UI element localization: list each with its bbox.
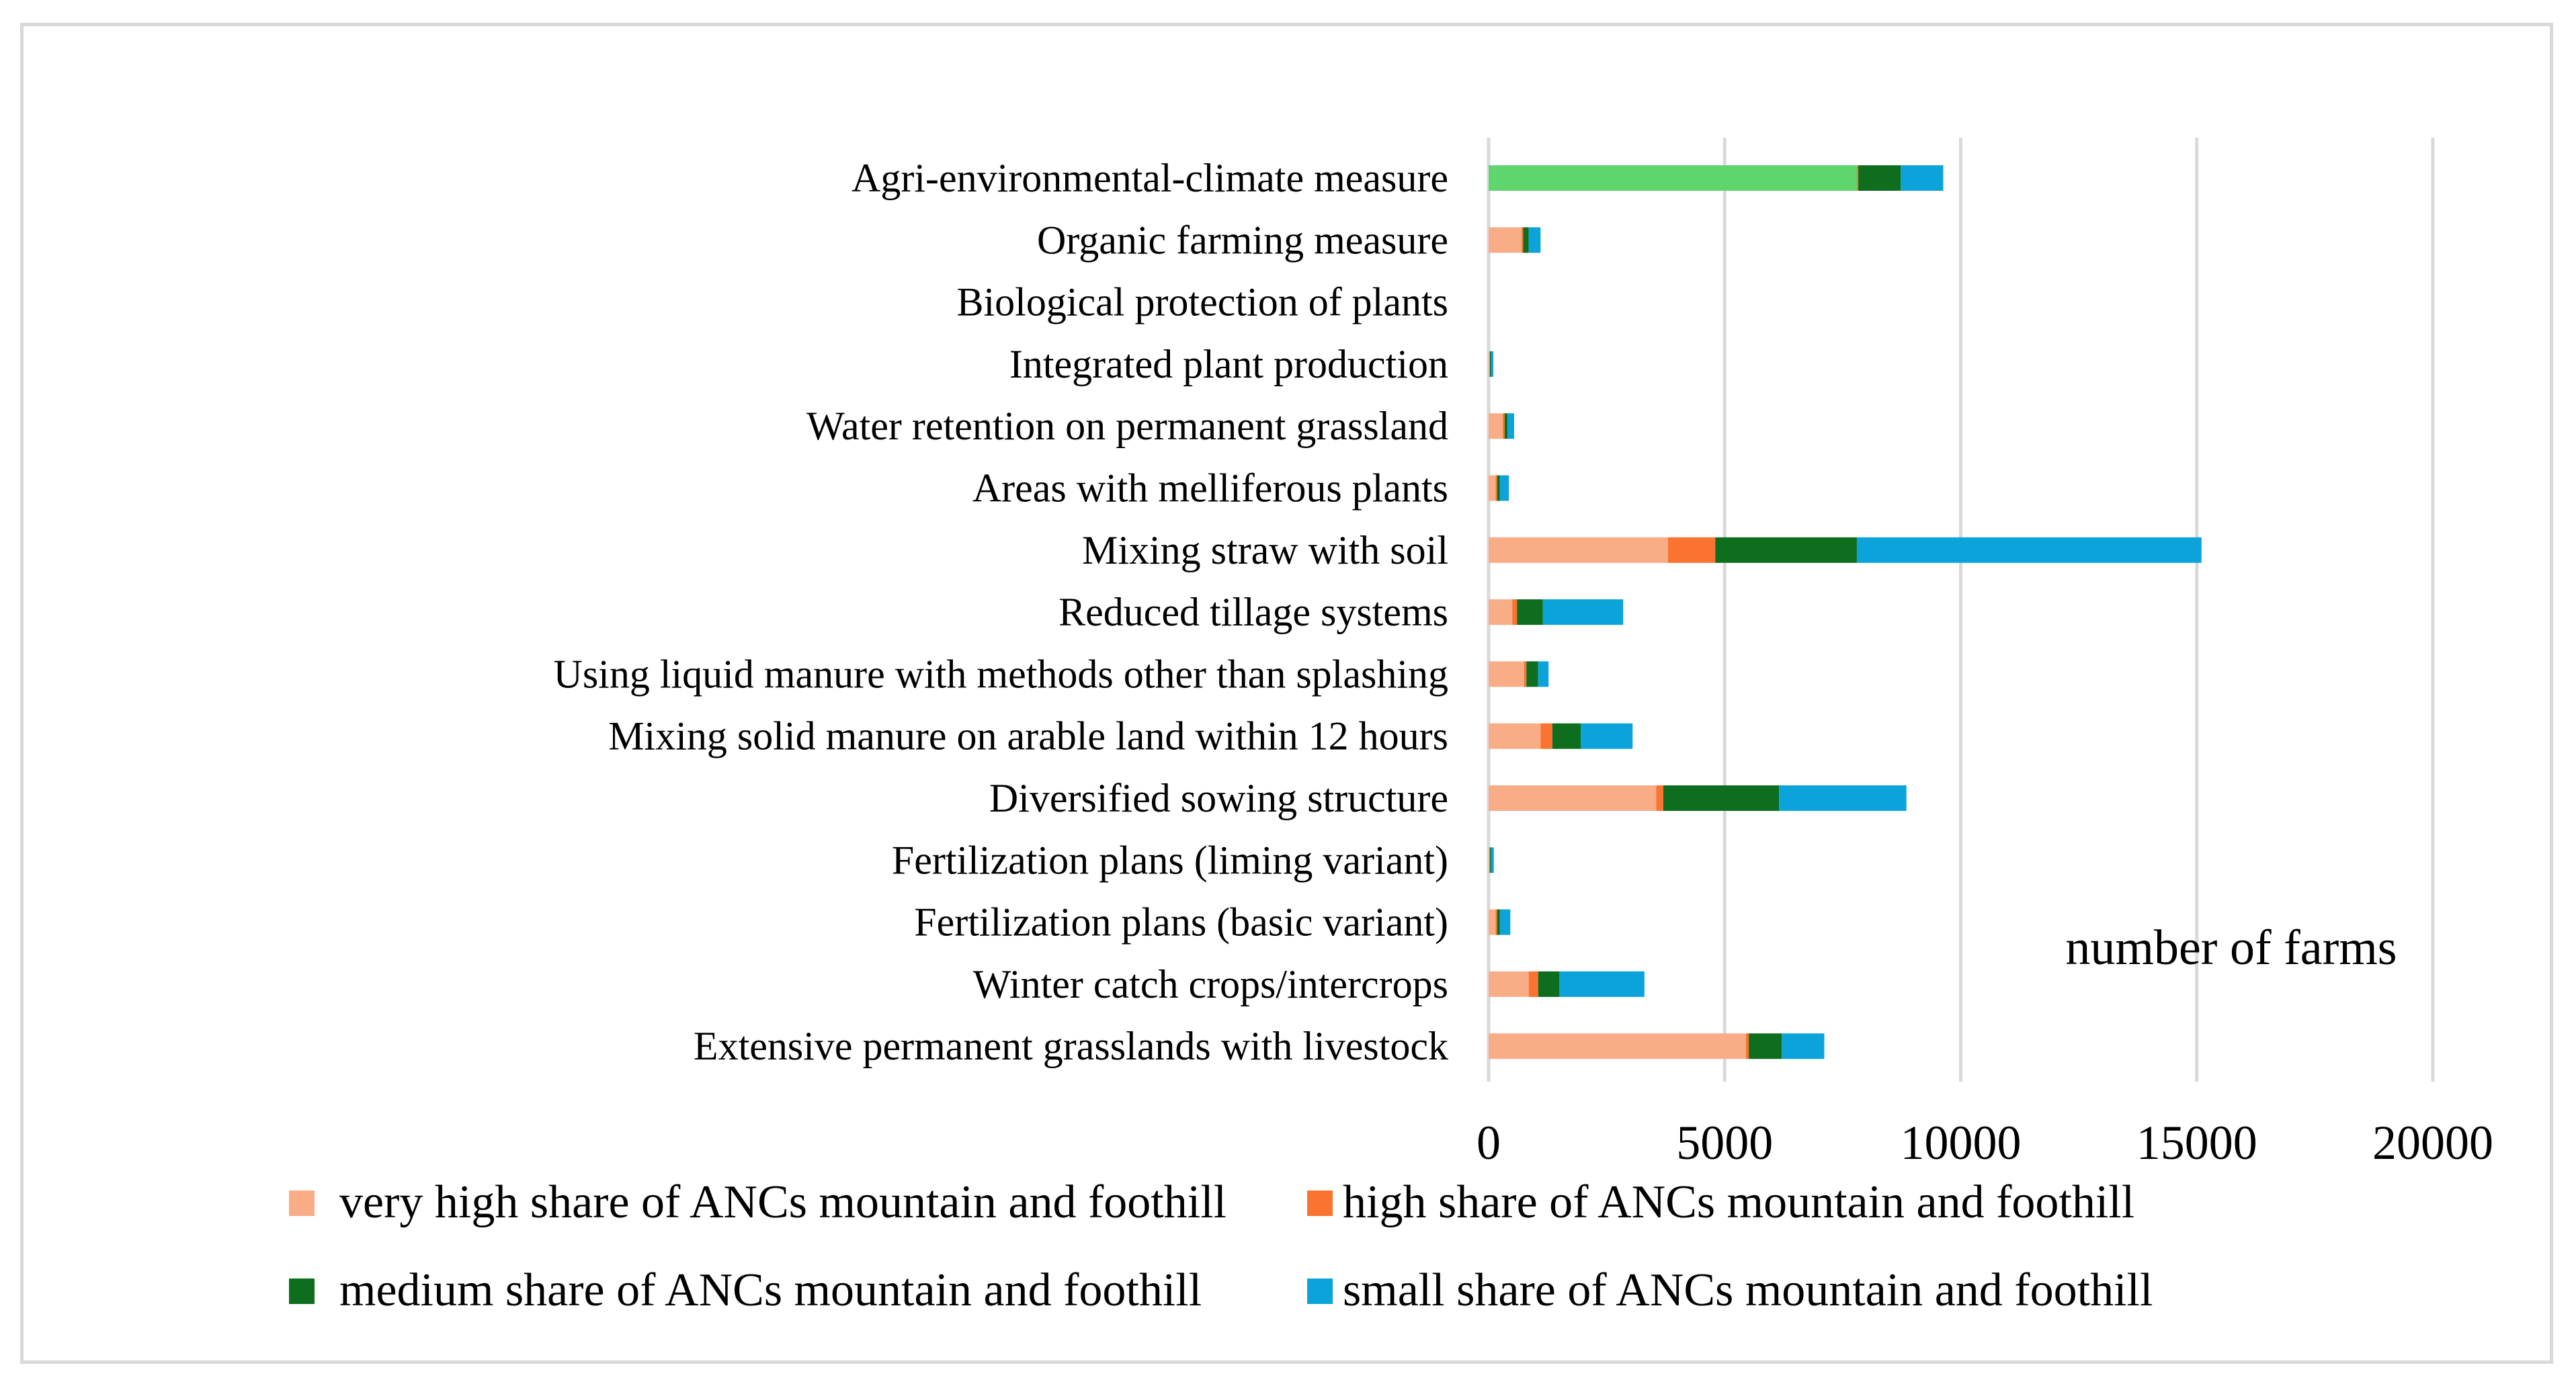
- category-label: Mixing solid manure on arable land withi…: [608, 714, 1448, 758]
- category-label: Agri-environmental-climate measure: [851, 156, 1448, 200]
- category-label: Integrated plant production: [1009, 342, 1448, 386]
- legend-swatch: [289, 1278, 315, 1304]
- bar-segment: [1901, 165, 1944, 191]
- bar-segment: [1489, 599, 1513, 625]
- legend: very high share of ANCs mountain and foo…: [289, 1176, 2153, 1316]
- bar-segment: [1667, 537, 1716, 563]
- bar-segment: [1489, 909, 1496, 935]
- bar-segment: [1522, 227, 1524, 253]
- category-label: Organic farming measure: [1037, 218, 1448, 262]
- legend-swatch: [1307, 1190, 1333, 1216]
- bar-segment: [1517, 599, 1543, 625]
- legend-label: high share of ANCs mountain and foothill: [1343, 1176, 2134, 1228]
- bar-segment: [1504, 413, 1508, 439]
- bar-segment: [1745, 1033, 1749, 1059]
- bar-segment: [1542, 599, 1624, 625]
- bar-segment: [1491, 351, 1494, 377]
- x-tick-label: 0: [1477, 1116, 1501, 1170]
- bar-segment: [1490, 351, 1491, 377]
- chart-frame: [20, 23, 2553, 1364]
- bar-segment: [1858, 165, 1901, 191]
- bar-segment: [1749, 1033, 1782, 1059]
- category-label: Areas with melliferous plants: [972, 466, 1448, 511]
- bar-segment: [1503, 413, 1505, 439]
- category-label: Biological protection of plants: [956, 280, 1448, 324]
- bar-segment: [1656, 785, 1663, 811]
- bar-segment: [1526, 661, 1538, 687]
- bar-segment: [1489, 351, 1491, 377]
- bar-segment: [1663, 785, 1780, 811]
- bar-segment: [1489, 661, 1524, 687]
- legend-label: very high share of ANCs mountain and foo…: [339, 1176, 1227, 1228]
- category-label: Winter catch crops/intercrops: [973, 962, 1448, 1006]
- x-axis-tick-labels: 0 5000 10000 15000 20000: [1477, 1116, 2493, 1170]
- bar-segment: [1523, 227, 1529, 253]
- bar-segment: [1528, 971, 1538, 997]
- bar-segment: [1489, 227, 1522, 253]
- x-tick-label: 10000: [1901, 1116, 2022, 1170]
- bar-segment: [1489, 785, 1657, 811]
- category-label: Diversified sowing structure: [989, 776, 1448, 820]
- bar-segment: [1489, 1033, 1746, 1059]
- x-tick-label: 15000: [2136, 1116, 2257, 1170]
- category-label: Using liquid manure with methods other t…: [553, 652, 1448, 696]
- x-tick-label: 5000: [1676, 1116, 1773, 1170]
- bar-segment: [1495, 909, 1497, 935]
- x-axis-title: number of farms: [2065, 920, 2397, 975]
- bar-segment: [1538, 971, 1560, 997]
- bar-segment: [1715, 537, 1857, 563]
- bar-segment: [1540, 723, 1552, 749]
- category-label: Fertilization plans (liming variant): [892, 838, 1448, 882]
- bar-segment: [1524, 661, 1527, 687]
- bar-segment: [1497, 475, 1500, 501]
- bar-segment: [1499, 475, 1509, 501]
- bar-segment: [1489, 537, 1668, 563]
- bar-segment: [1489, 413, 1503, 439]
- category-label: Mixing straw with soil: [1082, 528, 1448, 572]
- category-label: Reduced tillage systems: [1058, 590, 1448, 634]
- legend-label: medium share of ANCs mountain and foothi…: [339, 1264, 1202, 1316]
- category-label: Fertilization plans (basic variant): [914, 900, 1448, 945]
- category-label: Extensive permanent grasslands with live…: [694, 1024, 1448, 1068]
- bar-segment: [1489, 971, 1529, 997]
- bar-segment: [1491, 847, 1494, 873]
- bars: [1489, 165, 2202, 1059]
- bar-segment: [1497, 909, 1500, 935]
- bar-segment: [1552, 723, 1581, 749]
- bar-segment: [1779, 785, 1907, 811]
- bar-segment: [1528, 227, 1541, 253]
- bar-segment: [1782, 1033, 1825, 1059]
- bar-segment: [1507, 413, 1514, 439]
- bar-segment: [1499, 909, 1511, 935]
- bar-segment: [1489, 723, 1541, 749]
- bar-segment: [1856, 165, 1859, 191]
- x-tick-label: 20000: [2372, 1116, 2493, 1170]
- legend-swatch: [1307, 1278, 1333, 1304]
- bar-segment: [1495, 475, 1497, 501]
- category-labels: Agri-environmental-climate measure Organi…: [553, 156, 1448, 1068]
- legend-swatch: [289, 1190, 315, 1216]
- bar-segment: [1512, 599, 1518, 625]
- legend-label: small share of ANCs mountain and foothil…: [1343, 1264, 2153, 1316]
- bar-segment: [1489, 475, 1496, 501]
- bar-segment: [1489, 847, 1491, 873]
- category-label: Water retention on permanent grassland: [806, 404, 1448, 448]
- bar-segment: [1856, 537, 2202, 563]
- bar-segment: [1538, 661, 1549, 687]
- bar-segment: [1580, 723, 1633, 749]
- bar-segment: [1559, 971, 1645, 997]
- bar-segment: [1489, 165, 1857, 191]
- bar-segment: [1490, 847, 1491, 873]
